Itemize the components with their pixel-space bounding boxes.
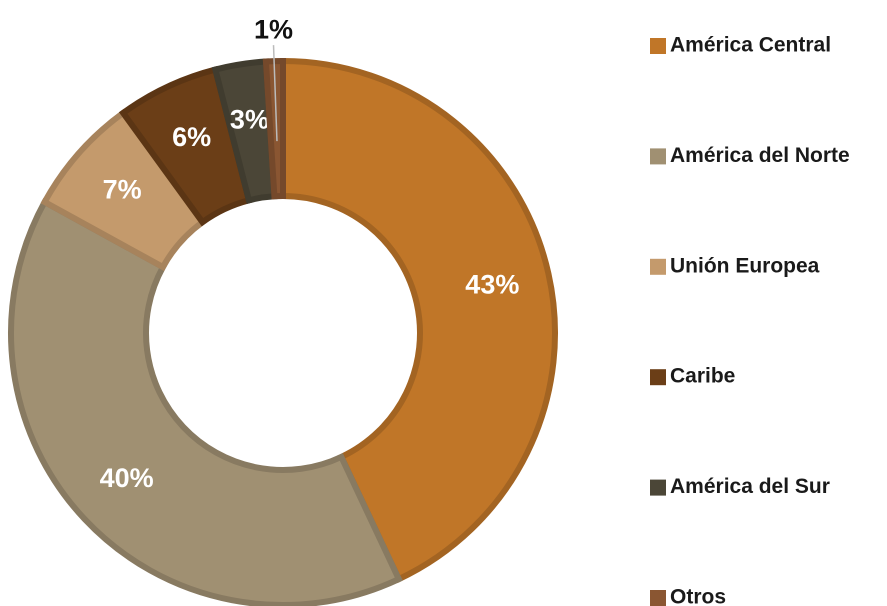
legend-label: América Central — [670, 34, 831, 57]
legend-label: América del Norte — [670, 144, 850, 167]
legend-swatch — [650, 369, 666, 386]
data-label: 1% — [254, 14, 293, 44]
legend-label: Otros — [670, 586, 726, 606]
legend-label: América del Sur — [670, 475, 830, 498]
data-label: 7% — [103, 174, 142, 204]
legend-swatch — [650, 148, 666, 165]
legend-swatch — [650, 590, 666, 606]
data-label: 6% — [172, 122, 211, 152]
data-label: 3% — [230, 104, 269, 134]
slice — [280, 57, 558, 584]
data-label: 40% — [100, 463, 154, 493]
legend-swatch — [650, 258, 666, 275]
slice — [262, 57, 286, 200]
legend-label: Unión Europea — [670, 254, 820, 277]
legend-swatch — [650, 38, 666, 54]
legend-label: Caribe — [670, 365, 735, 388]
leader-line — [272, 45, 278, 142]
data-label: 43% — [465, 269, 519, 299]
slice — [8, 197, 403, 606]
legend-swatch — [650, 479, 666, 496]
